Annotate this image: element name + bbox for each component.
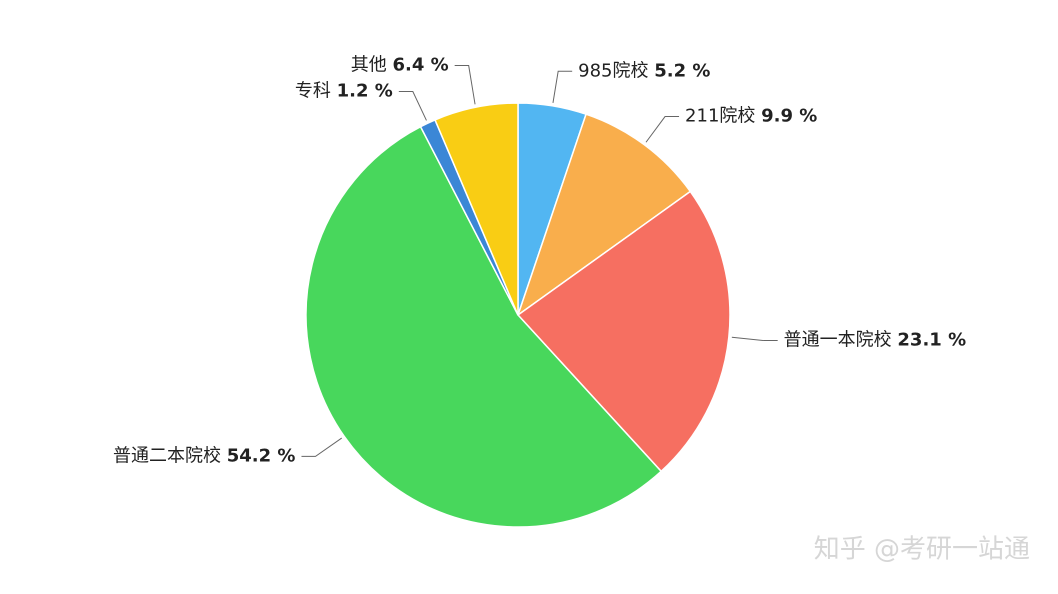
pie-slice	[516, 113, 692, 317]
slice-label: 985院校 5.2 %	[578, 60, 710, 81]
value-label: 54.2 %	[227, 445, 296, 466]
category-label: 普通一本院校	[784, 330, 892, 351]
slice-label: 普通一本院校 23.1 %	[784, 330, 966, 351]
leader-line	[731, 336, 778, 342]
category-label: 专科	[295, 81, 331, 102]
leader-line	[301, 437, 342, 457]
value-label: 9.9 %	[761, 106, 817, 127]
category-label: 985院校	[578, 60, 648, 81]
pie-slice	[434, 102, 519, 316]
pie-slice	[305, 125, 663, 528]
leader-line	[645, 116, 680, 143]
watermark: 知乎 @考研一站通	[814, 535, 1030, 565]
slice-label: 普通二本院校 54.2 %	[113, 445, 295, 466]
pie-slice	[516, 190, 731, 473]
slice-label: 211院校 9.9 %	[685, 106, 817, 127]
category-label: 普通二本院校	[113, 445, 221, 466]
value-label: 1.2 %	[337, 81, 393, 102]
category-label: 其他	[351, 55, 387, 76]
value-label: 5.2 %	[654, 60, 710, 81]
slice-label: 专科 1.2 %	[295, 81, 393, 102]
category-label: 211院校	[685, 106, 755, 127]
pie	[305, 102, 731, 528]
leader-line	[454, 65, 476, 105]
value-label: 6.4 %	[392, 55, 448, 76]
leader-line	[398, 91, 427, 121]
value-label: 23.1 %	[897, 330, 966, 351]
labels: 985院校 5.2 % 211院校 9.9 % 普通一本院校 23.1 % 普通二本院…	[113, 55, 966, 467]
slice-label: 其他 6.4 %	[351, 55, 449, 76]
leader-line	[552, 70, 573, 103]
